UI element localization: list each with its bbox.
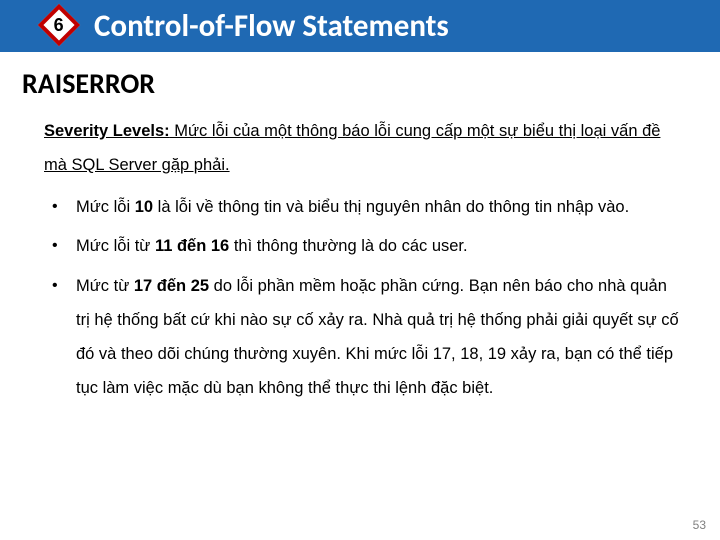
bullet-text-post: là lỗi về thông tin và biểu thị nguyên n… [153,198,629,216]
chapter-badge: 6 [38,4,80,46]
page-number: 53 [693,518,706,532]
bullet-item: Mức từ 17 đến 25 do lỗi phần mềm hoặc ph… [48,270,684,405]
bullet-item: Mức lỗi từ 11 đến 16 thì thông thường là… [48,230,684,264]
bullet-list: Mức lỗi 10 là lỗi về thông tin và biểu t… [44,191,684,406]
header-bar: 6 Control-of-Flow Statements [0,0,720,52]
bullet-text-bold: 10 [135,198,153,216]
bullet-text-bold: 11 đến 16 [155,237,229,255]
bullet-text-pre: Mức lỗi từ [76,237,155,255]
intro-label: Severity Levels: [44,122,170,140]
bullet-text-pre: Mức từ [76,277,134,295]
chapter-number: 6 [54,14,64,35]
bullet-text-bold: 17 đến 25 [134,277,209,295]
intro-paragraph: Severity Levels: Mức lỗi của một thông b… [44,115,684,183]
slide-content: Severity Levels: Mức lỗi của một thông b… [0,115,720,406]
bullet-item: Mức lỗi 10 là lỗi về thông tin và biểu t… [48,191,684,225]
bullet-text-pre: Mức lỗi [76,198,135,216]
bullet-text-post: thì thông thường là do các user. [229,237,467,255]
header-title: Control-of-Flow Statements [94,7,449,45]
section-title: RAISERROR [22,66,720,101]
